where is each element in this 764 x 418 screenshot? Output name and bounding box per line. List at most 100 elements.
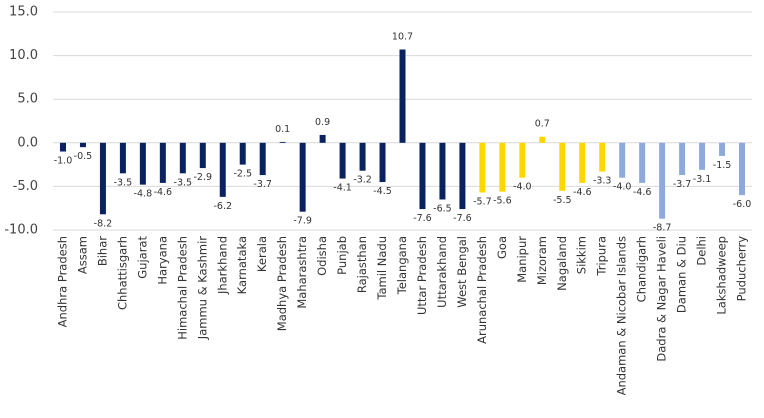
x-tick-label: Arunachal Pradesh [475, 236, 489, 344]
value-label: -4.1 [333, 183, 352, 194]
value-label: -7.9 [293, 216, 312, 227]
value-label: -4.8 [134, 189, 153, 200]
x-tick-label: Haryana [155, 236, 169, 285]
value-label: -8.7 [653, 223, 672, 234]
value-label: 10.7 [392, 31, 413, 42]
bar [719, 142, 726, 156]
x-tick-label: Dadra & Nagar Haveli [655, 236, 669, 362]
bar [579, 142, 586, 183]
x-tick-label: Madhya Pradesh [275, 236, 289, 331]
bar [259, 142, 266, 176]
value-label: 0.7 [535, 119, 550, 130]
bar [219, 142, 226, 197]
bar [419, 142, 426, 210]
x-tick-label: Kerala [255, 236, 269, 272]
x-tick-label: Odisha [315, 236, 329, 276]
bar [379, 142, 386, 183]
bar [599, 142, 606, 172]
y-tick-label: 15.0 [9, 5, 38, 20]
bar [79, 142, 86, 148]
value-label: -6.5 [433, 203, 452, 214]
bar [499, 142, 506, 192]
x-tick-label: Himachal Pradesh [175, 236, 189, 340]
bar [139, 142, 146, 185]
x-tick-label: Chandigarh [635, 236, 649, 302]
x-tick-label: Daman & Diu [675, 236, 689, 313]
bar [399, 49, 406, 143]
x-tick-label: Mizoram [535, 236, 549, 285]
bar [199, 142, 206, 169]
value-label: -4.0 [613, 182, 632, 193]
bar [439, 142, 446, 200]
y-tick-label: 5.0 [17, 92, 38, 107]
bar [659, 142, 666, 219]
x-tick-label: West Bengal [455, 236, 469, 308]
x-tick-label: Goa [495, 236, 509, 259]
x-tick-label: Nagaland [555, 236, 569, 291]
value-label: -5.5 [553, 195, 572, 206]
value-label: -5.6 [493, 196, 512, 207]
value-label: -2.9 [194, 172, 213, 183]
x-tick-label: Uttarakhand [435, 236, 449, 308]
bar [519, 142, 526, 178]
value-label: -3.7 [253, 179, 272, 190]
bar [99, 142, 106, 215]
x-tick-label: Tripura [595, 236, 609, 277]
x-tick-label: Punjab [335, 236, 349, 275]
x-tick-label: Lakshadweep [715, 236, 729, 315]
value-label: 0.1 [275, 124, 290, 135]
value-label: -4.5 [373, 186, 392, 197]
bar [479, 142, 486, 193]
y-tick-label: 0.0 [17, 135, 38, 150]
value-label: -3.5 [174, 177, 193, 188]
value-label: -3.7 [673, 179, 692, 190]
bar [159, 142, 166, 183]
bar [299, 142, 306, 212]
x-tick-label: Puducherry [735, 236, 749, 302]
x-tick-label: Assam [75, 236, 89, 274]
bar [739, 142, 746, 196]
value-label: -5.7 [473, 197, 492, 208]
x-tick-label: Chhattisgarh [115, 236, 129, 310]
bar [699, 142, 706, 170]
bar [359, 142, 366, 171]
value-label: -6.2 [213, 201, 232, 212]
bar [679, 142, 686, 176]
x-tick-label: Tamil Nadu [375, 236, 389, 301]
bar [539, 136, 546, 143]
bar [559, 142, 566, 191]
bar [279, 141, 286, 143]
bar [179, 142, 186, 174]
x-tick-label: Delhi [695, 236, 709, 266]
value-label: -7.6 [413, 213, 432, 224]
value-label: -7.6 [453, 213, 472, 224]
value-label: 0.9 [315, 117, 330, 128]
x-tick-label: Rajasthan [355, 236, 369, 293]
bar [459, 142, 466, 210]
x-tick-label: Uttar Pradesh [415, 236, 429, 315]
bar [59, 142, 66, 152]
value-label: -4.0 [513, 182, 532, 193]
value-label: -3.5 [114, 177, 133, 188]
bar [239, 142, 246, 165]
bar [639, 142, 646, 183]
value-label: -2.5 [233, 169, 252, 180]
x-tick-label: Karnataka [235, 236, 249, 294]
x-tick-label: Manipur [515, 236, 529, 283]
value-label: -8.2 [94, 218, 113, 229]
value-label: -1.5 [713, 160, 732, 171]
bar [319, 134, 326, 143]
x-tick-label: Sikkim [575, 236, 589, 274]
x-tick-label: Andaman & Nicobar Islands [615, 236, 629, 395]
value-label: -3.2 [353, 175, 372, 186]
x-tick-label: Telangana [395, 236, 409, 295]
x-tick-label: Maharashtra [295, 236, 309, 309]
bar [339, 142, 346, 179]
bar [619, 142, 626, 178]
value-label: -4.6 [154, 187, 173, 198]
x-tick-label: Jharkhand [215, 236, 229, 295]
y-tick-label: -5.0 [13, 179, 38, 194]
x-tick-label: Jammu & Kashmir [195, 236, 209, 340]
value-label: -6.0 [733, 199, 752, 210]
